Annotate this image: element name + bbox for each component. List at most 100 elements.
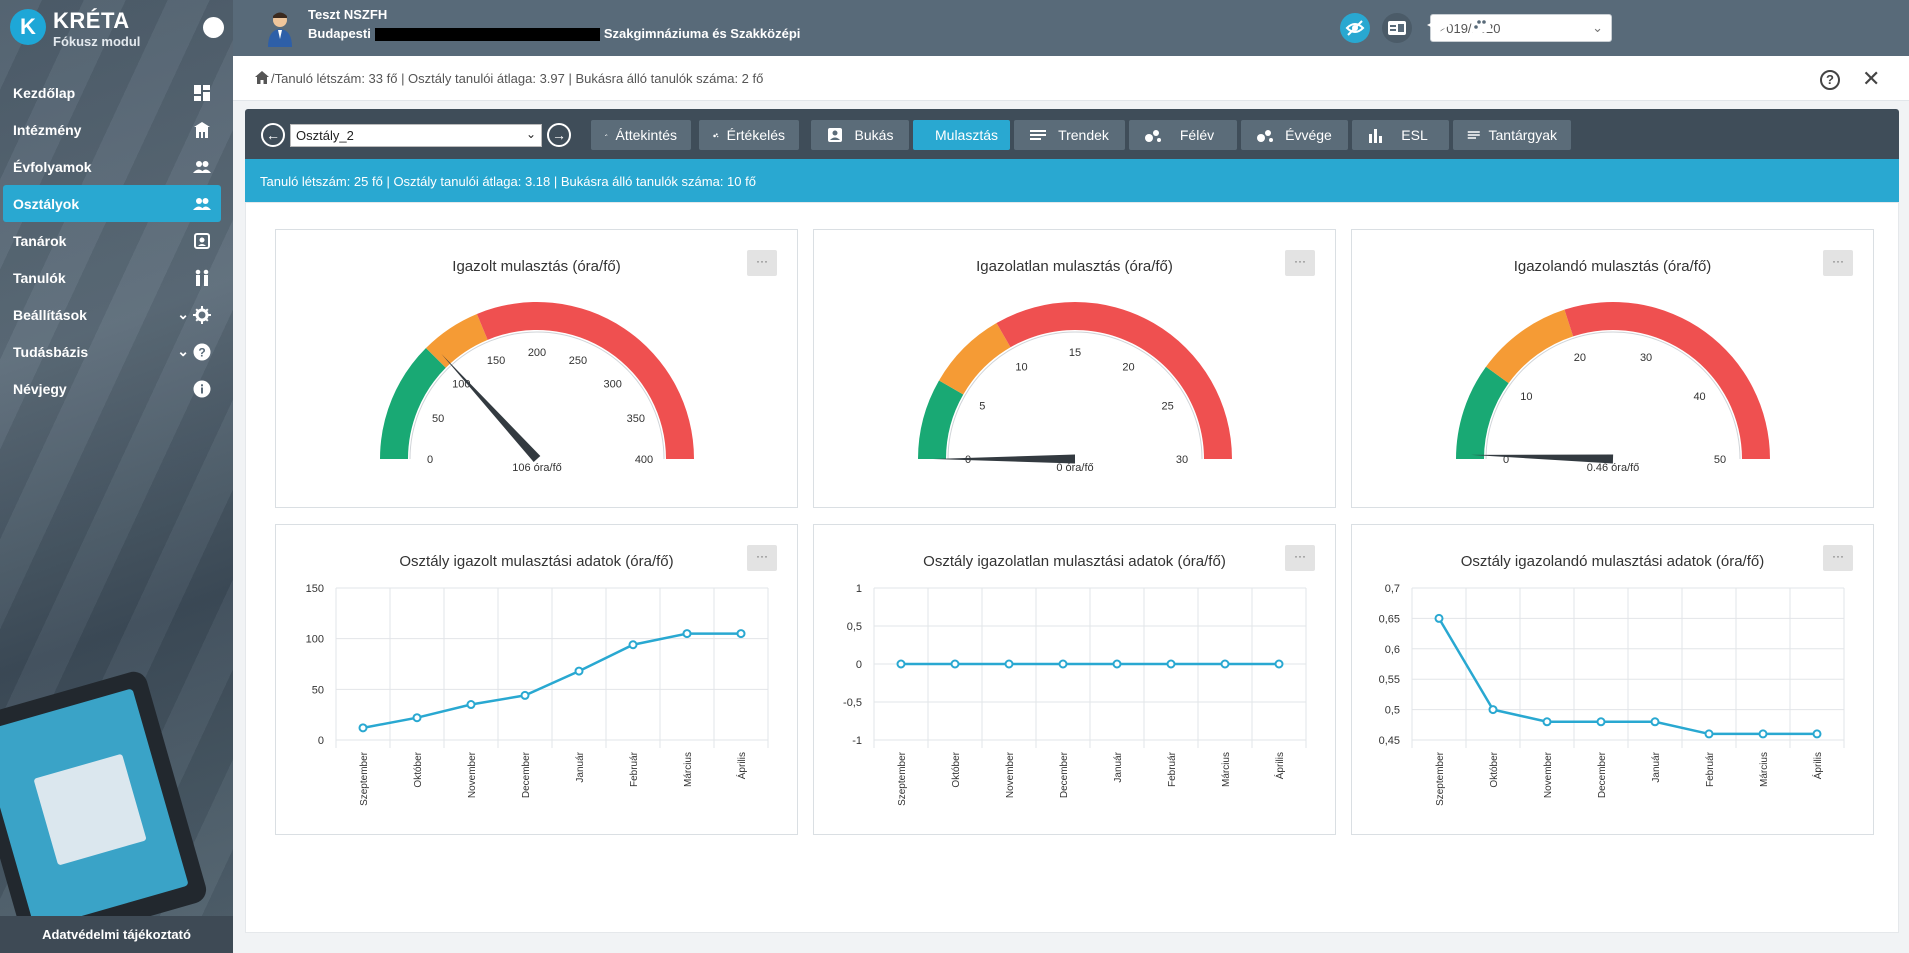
dashboard-icon	[194, 84, 210, 101]
graduation-cap-icon[interactable]	[1424, 13, 1454, 43]
logout-icon[interactable]	[1508, 13, 1538, 43]
data-point[interactable]	[1434, 613, 1444, 623]
sidebar-item-label: Tanárok	[13, 232, 67, 249]
visibility-toggle-icon[interactable]	[1340, 13, 1370, 43]
data-point[interactable]	[950, 659, 960, 669]
gauge-tick-label: 10	[1520, 391, 1532, 403]
data-point[interactable]	[1166, 659, 1176, 669]
bubbles-icon	[713, 133, 719, 138]
tab--rt-kel-s[interactable]: Értékelés	[699, 120, 799, 150]
x-tick-label: Szeptember	[1435, 751, 1446, 806]
x-tick-label: Április	[1273, 752, 1286, 779]
gauge-needle	[441, 353, 541, 463]
y-tick-label: 0	[856, 659, 862, 671]
tab--vv-ge[interactable]: Évvége	[1241, 120, 1348, 150]
previous-class-button[interactable]: ←	[261, 123, 285, 147]
privacy-notice-link[interactable]: Adatvédelmi tájékoztató	[0, 916, 233, 953]
data-point[interactable]	[736, 629, 746, 639]
y-tick-label: 0,6	[1385, 644, 1400, 656]
data-point[interactable]	[1596, 717, 1606, 727]
group-icon	[193, 160, 211, 173]
sidebar-item-label: Osztályok	[13, 195, 80, 212]
y-tick-label: 0,55	[1379, 674, 1400, 686]
gauge-tick-label: 50	[1714, 454, 1726, 466]
data-point[interactable]	[896, 659, 906, 669]
user-avatar-icon[interactable]	[265, 9, 295, 47]
data-point[interactable]	[1488, 705, 1498, 715]
gauge-tick-label: 25	[1162, 401, 1174, 413]
gauge-band	[996, 302, 1232, 459]
sidebar-item-oszt-lyok[interactable]: Osztályok	[3, 185, 221, 222]
tab-mulaszt-s[interactable]: Mulasztás	[913, 120, 1010, 150]
gauge-band	[380, 347, 446, 459]
palette-icon[interactable]	[1466, 13, 1496, 43]
home-icon[interactable]	[255, 71, 269, 84]
data-point[interactable]	[1704, 729, 1714, 739]
data-point[interactable]	[682, 629, 692, 639]
kreta-logo[interactable]: K	[10, 9, 46, 45]
sidebar-item-label: Évfolyamok	[13, 158, 92, 175]
tab-trendek[interactable]: Trendek	[1014, 120, 1125, 150]
y-tick-label: -0,5	[843, 697, 862, 709]
data-point[interactable]	[358, 723, 368, 733]
tab-esl[interactable]: ESL	[1352, 120, 1449, 150]
more-options-button[interactable]: ···	[1285, 250, 1315, 276]
sidebar-item-tud-sb-zis[interactable]: Tudásbázis ⌄?	[3, 333, 221, 370]
sidebar-item-int-zm-ny[interactable]: Intézmény	[3, 111, 221, 148]
x-tick-label: Január	[1113, 751, 1124, 782]
data-point[interactable]	[1758, 729, 1768, 739]
data-point[interactable]	[1542, 717, 1552, 727]
tab-label: Mulasztás	[935, 127, 999, 143]
sidebar-item-tanul-k[interactable]: Tanulók	[3, 259, 221, 296]
sidebar-item-be-ll-t-sok[interactable]: Beállítások ⌄	[3, 296, 221, 333]
more-options-button[interactable]: ···	[1285, 545, 1315, 571]
id-card-icon[interactable]	[1382, 13, 1412, 43]
gauge-band	[918, 380, 964, 459]
sidebar-item--vfolyamok[interactable]: Évfolyamok	[3, 148, 221, 185]
gauge-tick-label: 250	[569, 355, 587, 367]
tab-buk-s[interactable]: Bukás	[811, 120, 909, 150]
sidebar-item-kezd-lap[interactable]: Kezdőlap	[3, 74, 221, 111]
x-tick-label: Február	[629, 751, 640, 787]
x-tick-label: December	[1059, 751, 1070, 798]
data-point[interactable]	[1274, 659, 1284, 669]
next-class-button[interactable]: →	[547, 123, 571, 147]
brand-subtitle: Fókusz modul	[53, 34, 141, 49]
data-point[interactable]	[466, 700, 476, 710]
gauge-tick-label: 0	[427, 454, 433, 466]
y-tick-label: 0,5	[847, 621, 862, 633]
tab-tant-rgyak[interactable]: Tantárgyak	[1453, 120, 1571, 150]
help-icon[interactable]: ?	[1820, 70, 1840, 90]
more-options-button[interactable]: ···	[1823, 545, 1853, 571]
more-options-button[interactable]: ···	[747, 250, 777, 276]
question-icon: ?	[193, 343, 211, 360]
data-point[interactable]	[1112, 659, 1122, 669]
data-point[interactable]	[1650, 717, 1660, 727]
y-tick-label: 0,45	[1379, 735, 1400, 747]
class-select[interactable]: Osztály_2 ⌄	[290, 124, 542, 147]
data-point[interactable]	[574, 666, 584, 676]
data-point[interactable]	[520, 690, 530, 700]
data-point[interactable]	[1812, 729, 1822, 739]
more-options-button[interactable]: ···	[1823, 250, 1853, 276]
data-point[interactable]	[1058, 659, 1068, 669]
more-options-button[interactable]: ···	[747, 545, 777, 571]
data-point[interactable]	[412, 713, 422, 723]
data-point[interactable]	[1220, 659, 1230, 669]
sidebar-item-n-vjegy[interactable]: Névjegy	[3, 370, 221, 407]
x-tick-label: Március	[1759, 752, 1770, 787]
data-point[interactable]	[1004, 659, 1014, 669]
data-point[interactable]	[628, 640, 638, 650]
sidebar-item-tan-rok[interactable]: Tanárok	[3, 222, 221, 259]
gauge-tick-label: 30	[1176, 454, 1188, 466]
y-tick-label: 100	[306, 634, 324, 646]
gauge-tick-label: 20	[1122, 361, 1134, 373]
tab--ttekint-s[interactable]: Áttekintés	[591, 120, 691, 150]
bubbles-icon	[605, 134, 608, 136]
gauge-card: Igazolt mulasztás (óra/fő) ··· 0 50 100 150 20…	[275, 229, 798, 508]
tab-f-l-v[interactable]: Félév	[1129, 120, 1237, 150]
sidebar-toggle-button[interactable]	[203, 17, 224, 38]
x-tick-label: November	[1543, 751, 1554, 798]
close-icon[interactable]: ✕	[1862, 66, 1881, 91]
